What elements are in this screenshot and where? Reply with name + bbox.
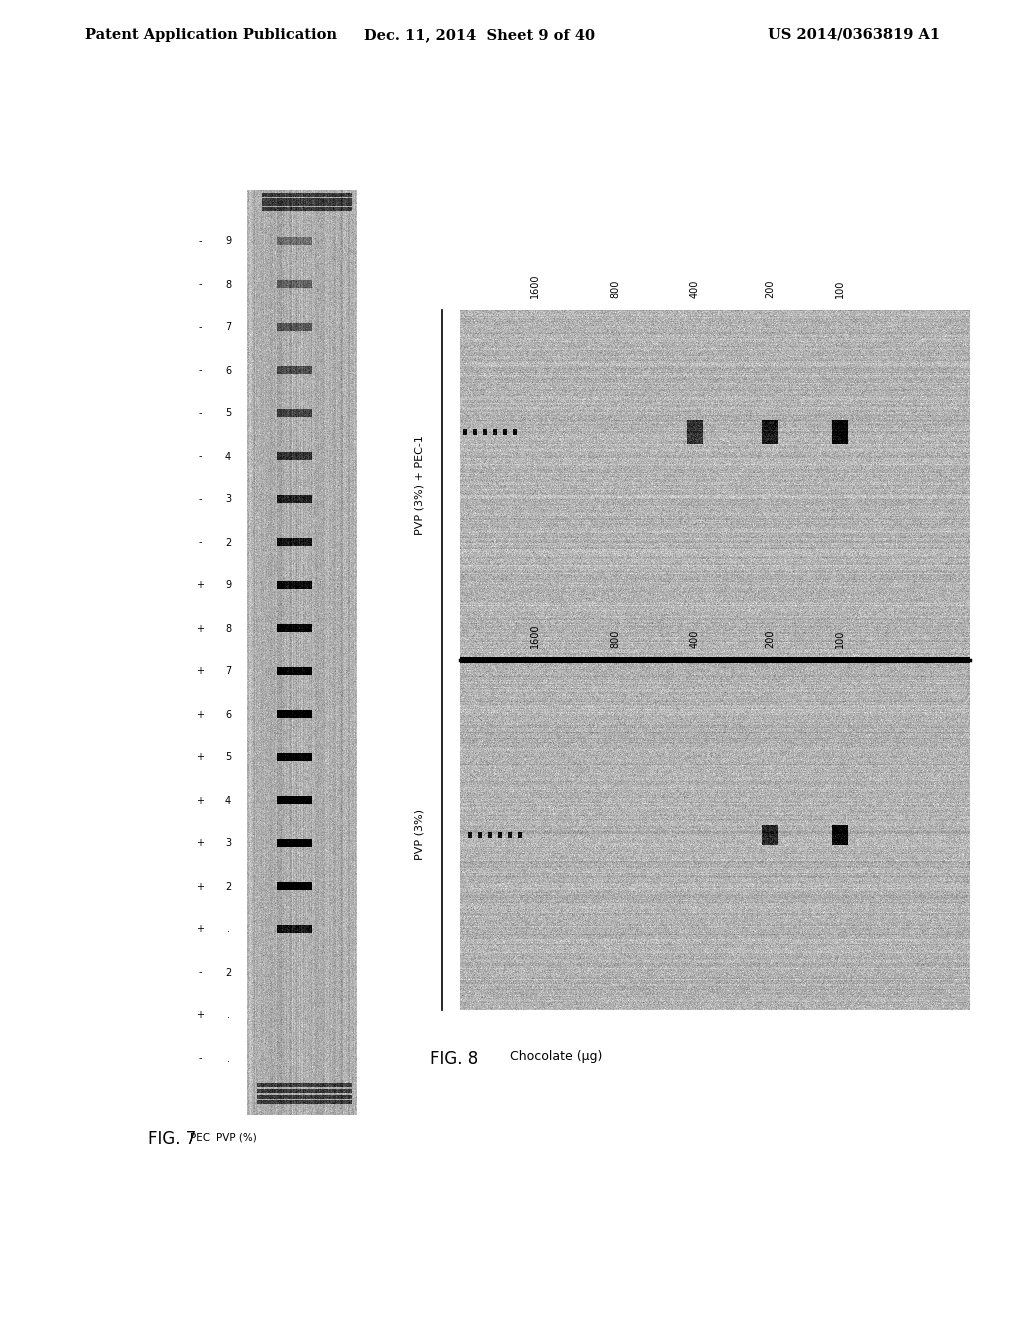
- Text: 3: 3: [225, 495, 231, 504]
- Text: +: +: [196, 882, 204, 891]
- Text: Dec. 11, 2014  Sheet 9 of 40: Dec. 11, 2014 Sheet 9 of 40: [365, 28, 596, 42]
- Text: PVP (3%): PVP (3%): [415, 809, 425, 861]
- Text: 2: 2: [225, 882, 231, 891]
- Text: 800: 800: [610, 630, 620, 648]
- Text: 7: 7: [225, 322, 231, 333]
- Text: 6: 6: [225, 710, 231, 719]
- Text: +: +: [196, 796, 204, 805]
- Text: 9: 9: [225, 581, 231, 590]
- Text: PVP (%): PVP (%): [216, 1133, 256, 1143]
- Text: FIG. 8: FIG. 8: [430, 1049, 478, 1068]
- Text: 8: 8: [225, 280, 231, 289]
- Text: -: -: [199, 537, 202, 548]
- Text: +: +: [196, 838, 204, 849]
- Text: Patent Application Publication: Patent Application Publication: [85, 28, 337, 42]
- Text: +: +: [196, 667, 204, 676]
- Text: 100: 100: [835, 630, 845, 648]
- Text: +: +: [196, 710, 204, 719]
- Text: 8: 8: [225, 623, 231, 634]
- Text: Chocolate (μg): Chocolate (μg): [510, 1049, 602, 1063]
- Text: -: -: [199, 236, 202, 247]
- Text: 100: 100: [835, 280, 845, 298]
- Text: +: +: [196, 924, 204, 935]
- Text: 2: 2: [225, 968, 231, 978]
- Text: -: -: [199, 366, 202, 375]
- Text: 400: 400: [690, 280, 700, 298]
- Text: .: .: [226, 1011, 229, 1020]
- Text: 200: 200: [765, 630, 775, 648]
- Text: -: -: [199, 451, 202, 462]
- Text: US 2014/0363819 A1: US 2014/0363819 A1: [768, 28, 940, 42]
- Text: 7: 7: [225, 667, 231, 676]
- Text: PEC: PEC: [189, 1133, 210, 1143]
- Text: -: -: [199, 408, 202, 418]
- Text: 800: 800: [610, 280, 620, 298]
- Text: 6: 6: [225, 366, 231, 375]
- Text: +: +: [196, 1011, 204, 1020]
- Text: -: -: [199, 280, 202, 289]
- Text: 2: 2: [225, 537, 231, 548]
- Text: -: -: [199, 1053, 202, 1064]
- Text: +: +: [196, 752, 204, 763]
- Text: 5: 5: [225, 752, 231, 763]
- Text: 4: 4: [225, 451, 231, 462]
- Text: 1600: 1600: [530, 623, 540, 648]
- Text: 4: 4: [225, 796, 231, 805]
- Text: 400: 400: [690, 630, 700, 648]
- Text: +: +: [196, 623, 204, 634]
- Text: +: +: [196, 581, 204, 590]
- Text: PVP (3%) + PEC-1: PVP (3%) + PEC-1: [415, 436, 425, 535]
- Text: -: -: [199, 968, 202, 978]
- Text: .: .: [226, 1053, 229, 1064]
- Text: 9: 9: [225, 236, 231, 247]
- Text: -: -: [199, 322, 202, 333]
- Text: 3: 3: [225, 838, 231, 849]
- Text: 5: 5: [225, 408, 231, 418]
- Text: -: -: [199, 495, 202, 504]
- Text: 200: 200: [765, 280, 775, 298]
- Text: FIG. 7: FIG. 7: [148, 1130, 197, 1148]
- Text: 1600: 1600: [530, 273, 540, 298]
- Text: .: .: [226, 924, 229, 935]
